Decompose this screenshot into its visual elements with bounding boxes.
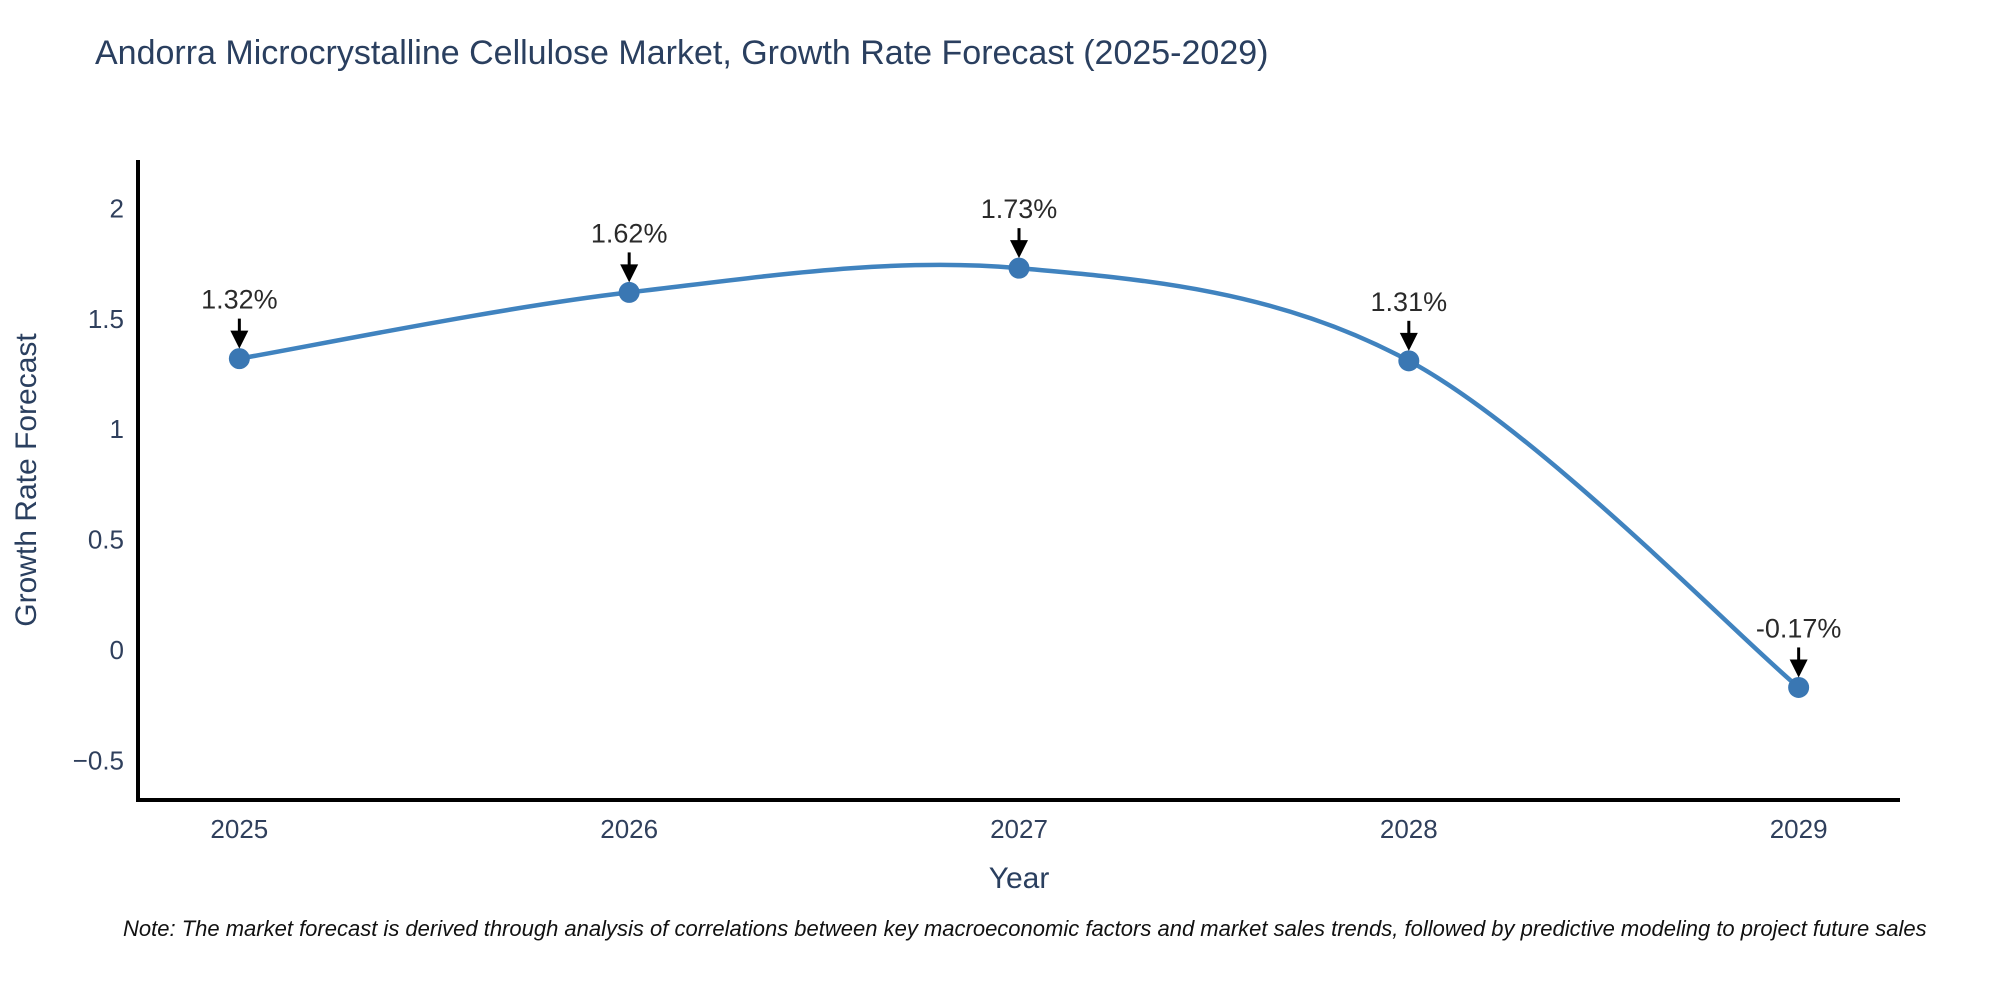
x-tick-label: 2026 xyxy=(600,814,658,844)
data-point-marker xyxy=(618,281,640,303)
y-tick-label: −0.5 xyxy=(73,745,124,775)
point-annotation-label: -0.17% xyxy=(1756,613,1842,643)
annotation-arrowhead xyxy=(230,330,249,349)
y-tick-label: 1.5 xyxy=(88,304,124,334)
annotation-arrowhead xyxy=(1789,659,1808,678)
annotation-arrowhead xyxy=(620,264,639,283)
point-annotation-label: 1.31% xyxy=(1371,287,1448,317)
point-annotation-label: 1.73% xyxy=(981,194,1058,224)
y-tick-label: 0.5 xyxy=(88,525,124,555)
x-tick-label: 2027 xyxy=(990,814,1048,844)
data-point-marker xyxy=(1398,350,1420,372)
y-tick-label: 2 xyxy=(110,194,124,224)
x-axis-title: Year xyxy=(989,862,1050,895)
point-annotation-label: 1.32% xyxy=(201,285,278,315)
x-tick-label: 2025 xyxy=(210,814,268,844)
chart-title: Andorra Microcrystalline Cellulose Marke… xyxy=(95,34,1269,72)
x-tick-label: 2029 xyxy=(1770,814,1828,844)
y-tick-label: 1 xyxy=(110,414,124,444)
point-annotation-label: 1.62% xyxy=(591,218,668,248)
y-axis-title: Growth Rate Forecast xyxy=(10,333,43,627)
data-point-marker xyxy=(1008,257,1030,279)
data-point-marker xyxy=(228,348,250,370)
x-tick-label: 2028 xyxy=(1380,814,1438,844)
annotation-arrowhead xyxy=(1399,332,1418,351)
data-point-marker xyxy=(1788,676,1810,698)
y-tick-label: 0 xyxy=(110,635,124,665)
annotation-arrowhead xyxy=(1010,240,1028,259)
trend-line xyxy=(237,262,1801,690)
forecast-methodology-note: Note: The market forecast is derived thr… xyxy=(123,916,1927,941)
